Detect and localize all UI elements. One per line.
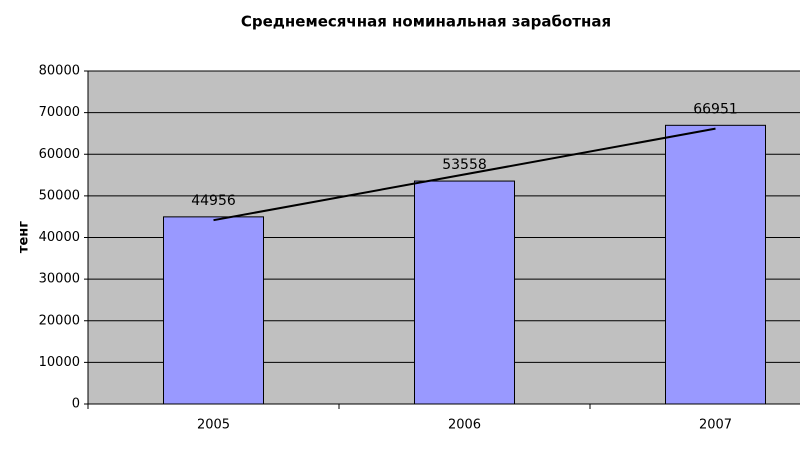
y-tick-label: 30000	[39, 272, 80, 287]
bar	[665, 124, 766, 405]
y-tick-label: 10000	[39, 355, 80, 370]
data-label: 66951	[693, 101, 738, 117]
bar	[163, 216, 264, 405]
y-tick-label: 50000	[39, 188, 80, 203]
y-tick-label: 20000	[39, 313, 80, 328]
data-label: 53558	[442, 157, 487, 173]
x-tick-label: 2006	[448, 418, 481, 433]
x-tick-label: 2007	[699, 418, 732, 433]
y-tick-label: 70000	[39, 105, 80, 120]
y-tick-label: 0	[72, 397, 80, 412]
y-tick-label: 60000	[39, 147, 80, 162]
trend-line	[213, 127, 716, 222]
y-tick-label: 80000	[39, 64, 80, 79]
y-tick-label: 40000	[39, 230, 80, 245]
y-axis-label: тенг	[17, 221, 32, 253]
x-tick-label: 2005	[197, 418, 230, 433]
bar	[414, 180, 515, 405]
data-label: 44956	[191, 193, 236, 209]
chart-title: Среднемесячная номинальная заработная	[241, 13, 611, 31]
